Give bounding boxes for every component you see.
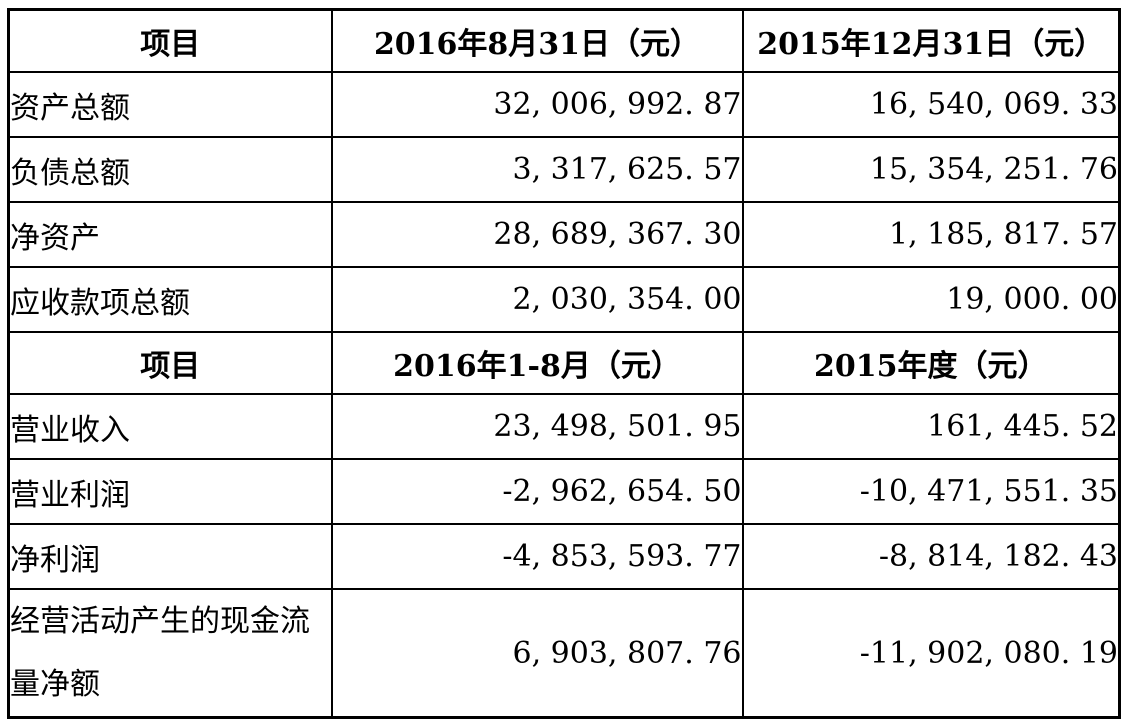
row-label: 应收款项总额	[7, 266, 333, 333]
column-header-item: 项目	[7, 331, 333, 395]
table-header-row-income: 项目 2016年1-8月（元） 2015年度（元）	[7, 331, 1121, 395]
cell-value: 2, 030, 354. 00	[330, 266, 744, 333]
table-row-operating-profit: 营业利润 -2, 962, 654. 50 -10, 471, 551. 35	[7, 458, 1121, 525]
table-row-total-liabilities: 负债总额 3, 317, 625. 57 15, 354, 251. 76	[7, 136, 1121, 203]
cell-value: 16, 540, 069. 33	[741, 71, 1121, 138]
cell-value: -2, 962, 654. 50	[330, 458, 744, 525]
financial-summary-table: 项目 2016年8月31日（元） 2015年12月31日（元） 资产总额 32,…	[7, 8, 1121, 719]
column-header-period-2: 2015年度（元）	[741, 331, 1121, 395]
row-label: 经营活动产生的现金流量净额	[7, 588, 333, 719]
table-row-net-profit: 净利润 -4, 853, 593. 77 -8, 814, 182. 43	[7, 523, 1121, 590]
column-header-period-1: 2016年8月31日（元）	[330, 8, 744, 73]
cell-value: 161, 445. 52	[741, 393, 1121, 460]
row-label: 净资产	[7, 201, 333, 268]
row-label: 营业利润	[7, 458, 333, 525]
cell-value: 3, 317, 625. 57	[330, 136, 744, 203]
table-row-operating-revenue: 营业收入 23, 498, 501. 95 161, 445. 52	[7, 393, 1121, 460]
cell-value: -8, 814, 182. 43	[741, 523, 1121, 590]
cell-value: -10, 471, 551. 35	[741, 458, 1121, 525]
column-header-period-1: 2016年1-8月（元）	[330, 331, 744, 395]
cell-value: 1, 185, 817. 57	[741, 201, 1121, 268]
table-row-operating-cash-flow: 经营活动产生的现金流量净额 6, 903, 807. 76 -11, 902, …	[7, 588, 1121, 719]
cell-value: -4, 853, 593. 77	[330, 523, 744, 590]
cell-value: 28, 689, 367. 30	[330, 201, 744, 268]
row-label: 资产总额	[7, 71, 333, 138]
cell-value: 15, 354, 251. 76	[741, 136, 1121, 203]
table-row-total-assets: 资产总额 32, 006, 992. 87 16, 540, 069. 33	[7, 71, 1121, 138]
table-row-total-receivables: 应收款项总额 2, 030, 354. 00 19, 000. 00	[7, 266, 1121, 333]
cell-value: 6, 903, 807. 76	[330, 588, 744, 719]
cell-value: 19, 000. 00	[741, 266, 1121, 333]
cell-value: 23, 498, 501. 95	[330, 393, 744, 460]
column-header-period-2: 2015年12月31日（元）	[741, 8, 1121, 73]
row-label: 负债总额	[7, 136, 333, 203]
column-header-item: 项目	[7, 8, 333, 73]
table-row-net-assets: 净资产 28, 689, 367. 30 1, 185, 817. 57	[7, 201, 1121, 268]
cell-value: 32, 006, 992. 87	[330, 71, 744, 138]
cell-value: -11, 902, 080. 19	[741, 588, 1121, 719]
table-header-row-balance: 项目 2016年8月31日（元） 2015年12月31日（元）	[7, 8, 1121, 73]
row-label: 净利润	[7, 523, 333, 590]
row-label: 营业收入	[7, 393, 333, 460]
